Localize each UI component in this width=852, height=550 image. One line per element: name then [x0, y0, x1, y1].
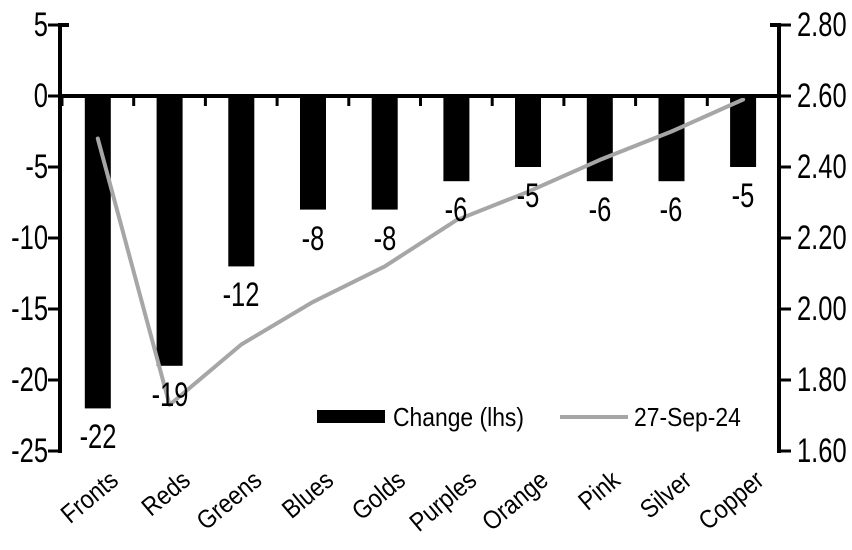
legend-bar-swatch — [317, 410, 385, 423]
right-axis-tick-label: 2.00 — [797, 290, 847, 328]
bar — [228, 96, 255, 267]
right-axis-tick-label: 2.40 — [797, 148, 847, 186]
left-axis-tick-label: -5 — [25, 148, 48, 186]
bar — [300, 96, 326, 210]
left-axis-tick — [48, 236, 58, 240]
bar-data-label: -6 — [659, 191, 683, 229]
left-axis-tick-label: -15 — [11, 290, 48, 328]
bar-data-label: -8 — [373, 220, 397, 258]
x-axis-tick — [419, 98, 422, 106]
x-axis-tick — [634, 98, 638, 106]
bar — [730, 96, 757, 167]
legend-label-change: Change (lhs) — [393, 402, 524, 432]
right-axis-tick — [781, 94, 791, 98]
left-axis-tick — [48, 378, 58, 382]
right-axis-tick-label: 2.20 — [797, 219, 847, 257]
right-axis-tick — [781, 236, 791, 240]
bar — [586, 96, 613, 182]
x-axis-tick — [132, 98, 136, 106]
left-axis-tick — [48, 307, 58, 311]
bar — [515, 96, 541, 167]
x-axis-tick — [777, 98, 781, 106]
left-axis-tick-label: -10 — [11, 219, 48, 257]
x-axis-tick — [60, 98, 64, 106]
bar-data-label: -6 — [588, 191, 612, 229]
right-axis-tick-label: 2.60 — [797, 77, 847, 115]
left-axis-tick-label: 5 — [33, 6, 48, 44]
right-axis-tick — [781, 378, 791, 382]
trend-line — [95, 97, 746, 407]
bar — [371, 96, 398, 210]
bar-data-label: -12 — [222, 276, 260, 314]
right-axis-tick — [781, 23, 791, 27]
right-axis-spine — [777, 23, 781, 453]
bar-data-label: -6 — [444, 191, 468, 229]
bar — [658, 96, 685, 182]
x-axis-tick — [203, 98, 207, 106]
right-axis-tick — [781, 449, 791, 453]
right-axis-tick-label: 2.80 — [797, 6, 847, 44]
bar-data-label: -5 — [731, 177, 755, 215]
bar — [443, 96, 470, 182]
left-axis-spine — [58, 23, 62, 453]
left-axis-tick — [48, 94, 58, 98]
right-axis-tick — [781, 307, 791, 311]
left-axis-tick — [48, 165, 58, 169]
legend-label-date: 27-Sep-24 — [634, 402, 741, 432]
x-axis-tick — [562, 98, 566, 106]
left-axis-tick-label: -20 — [11, 361, 48, 399]
bar — [156, 96, 183, 366]
right-axis-tick-label: 1.60 — [797, 432, 847, 470]
left-axis-top-tick — [62, 23, 69, 27]
right-axis-tick — [781, 165, 791, 169]
bar-data-label: -8 — [301, 220, 325, 258]
left-axis-tick — [48, 23, 58, 27]
right-axis-tick-label: 1.80 — [797, 361, 847, 399]
left-axis-tick-label: -25 — [11, 432, 48, 470]
bar-data-label: -19 — [151, 376, 189, 414]
legend-line-swatch — [560, 415, 628, 419]
bar-data-label: -22 — [79, 418, 117, 456]
right-axis-top-tick — [770, 23, 777, 27]
x-axis-tick — [490, 98, 494, 106]
x-axis-tick — [347, 98, 351, 106]
zero-line — [58, 94, 781, 98]
left-axis-tick-label: 0 — [33, 77, 48, 115]
x-axis-tick — [275, 98, 279, 106]
bar-data-label: -5 — [516, 177, 540, 215]
x-axis-tick — [705, 98, 709, 106]
left-axis-tick — [48, 449, 58, 453]
bar — [84, 96, 111, 409]
